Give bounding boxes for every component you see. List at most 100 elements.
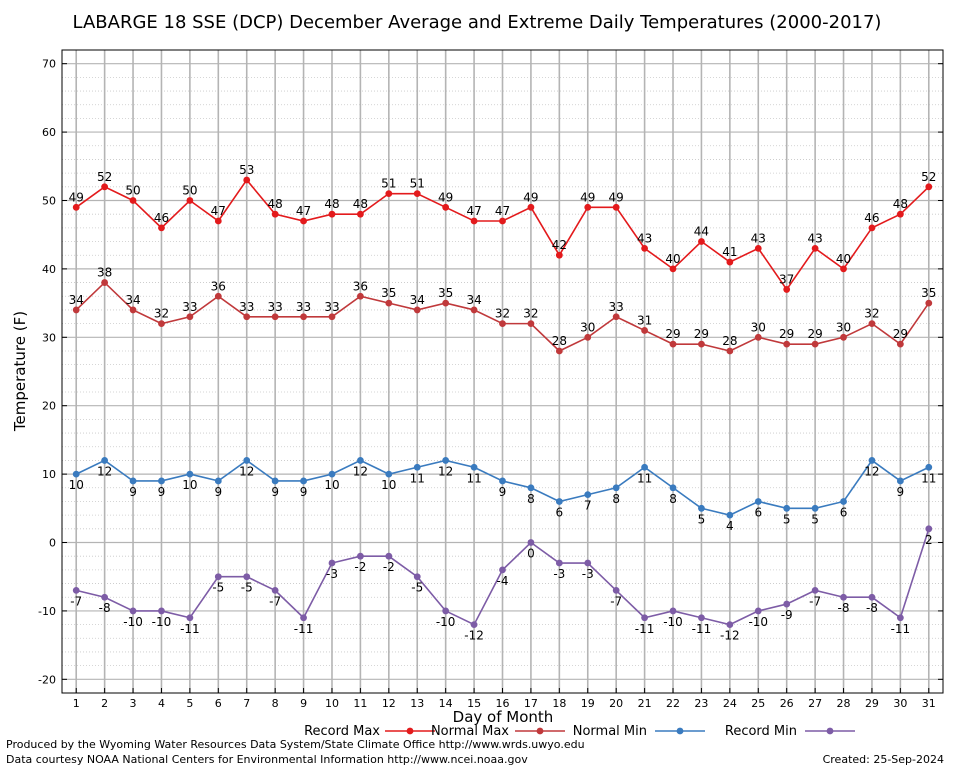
x-tick-label: 28 [837,697,851,710]
data-point [357,457,364,464]
data-label: -10 [123,615,143,629]
x-tick-label: 21 [638,697,652,710]
data-label: 29 [893,327,908,341]
data-label: -11 [891,622,911,636]
data-point [641,244,648,252]
data-label: -2 [383,560,395,574]
data-point [72,586,80,594]
legend-marker [536,727,544,735]
data-point [214,217,222,225]
data-point [385,552,393,560]
data-point [72,306,80,314]
data-point [612,313,620,321]
data-point [754,333,762,341]
data-label: 11 [410,471,425,485]
data-point [72,470,80,478]
data-label: 12 [239,464,254,478]
data-point [555,498,563,505]
data-label: 48 [353,197,368,211]
data-label: 49 [609,190,624,204]
legend-marker [406,727,414,735]
data-point [925,463,933,471]
data-point [527,539,535,546]
data-point [470,463,478,471]
data-label: 33 [182,300,197,314]
data-label: 34 [466,293,481,307]
data-point [783,340,791,348]
data-label: 49 [438,190,453,204]
data-label: 9 [897,485,905,499]
data-label: 52 [97,170,112,184]
data-point [413,306,421,314]
data-point [641,327,648,334]
data-label: 50 [125,183,140,197]
data-point [783,286,791,293]
data-label: 7 [584,499,592,513]
data-point [868,224,876,232]
data-point [243,573,251,581]
data-label: -12 [720,629,740,643]
data-label: -8 [866,601,878,615]
data-point [754,244,762,252]
data-point [101,593,109,601]
x-tick-label: 11 [353,697,367,710]
data-label: 43 [751,231,766,245]
data-label: 6 [840,505,848,519]
data-label: 53 [239,163,254,177]
data-point [811,504,819,512]
data-point [669,607,677,615]
data-point [101,183,109,191]
legend-marker [826,727,834,735]
data-point [925,525,933,533]
data-point [442,457,450,464]
data-point [840,498,847,505]
x-tick-label: 22 [666,697,680,710]
data-label: 11 [921,471,936,485]
data-point [357,292,364,300]
data-point [328,313,336,321]
x-tick-label: 1 [73,697,80,710]
data-label: 29 [807,327,822,341]
x-tick-label: 30 [893,697,907,710]
x-tick-label: 2 [101,697,108,710]
data-point [896,614,904,622]
data-label: -11 [692,622,712,636]
chart-title: LABARGE 18 SSE (DCP) December Average an… [73,12,882,33]
data-point [300,614,307,622]
data-label: 11 [637,471,652,485]
data-label: 42 [552,238,567,252]
data-point [726,511,734,519]
y-tick-label: 50 [42,194,56,207]
data-label: 33 [324,300,339,314]
data-point [300,313,307,321]
x-tick-label: 17 [524,697,538,710]
data-label: -2 [354,560,366,574]
data-point [129,477,137,485]
data-label: 43 [637,231,652,245]
data-label: 29 [694,327,709,341]
data-label: 32 [495,307,510,321]
y-tick-label: 40 [42,263,56,276]
data-label: -4 [497,574,509,588]
data-point [555,347,563,355]
data-point [385,470,393,478]
data-label: 48 [893,197,908,211]
data-label: 29 [665,327,680,341]
data-label: 40 [836,252,851,266]
data-label: 36 [353,279,368,293]
data-point [271,477,279,485]
data-point [641,614,648,622]
data-point [584,333,592,341]
data-point [669,340,677,348]
data-point [527,320,535,328]
data-label: -8 [838,601,850,615]
data-label: 48 [268,197,283,211]
data-label: 35 [438,286,453,300]
legend-marker [676,727,684,735]
data-label: 9 [499,485,507,499]
x-tick-label: 8 [272,697,279,710]
data-label: -3 [326,567,338,581]
data-label: -7 [70,594,82,608]
data-point [186,470,194,478]
